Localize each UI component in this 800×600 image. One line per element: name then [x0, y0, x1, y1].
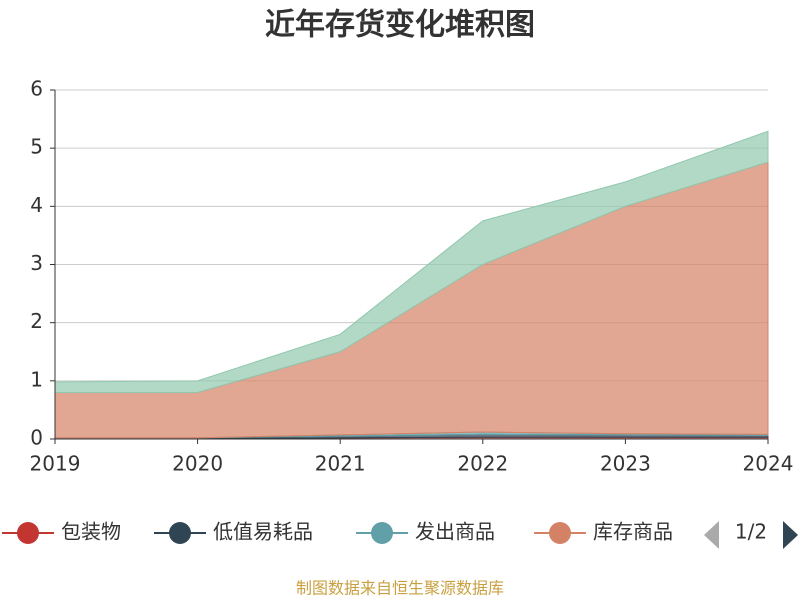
- legend-prev[interactable]: [704, 521, 719, 549]
- y-tick-label: 4: [30, 193, 43, 217]
- legend-marker: [371, 522, 393, 544]
- legend-page: 1/2: [735, 520, 767, 544]
- legend-label: 库存商品: [593, 520, 673, 544]
- y-tick-label: 3: [30, 251, 43, 275]
- legend-label: 发出商品: [415, 520, 495, 544]
- legend-label: 低值易耗品: [213, 520, 313, 544]
- area: [54, 130, 769, 393]
- x-tick-label: 2023: [600, 452, 651, 476]
- legend-marker: [169, 522, 191, 544]
- y-tick-label: 6: [30, 77, 43, 101]
- source-note: 制图数据来自恒生聚源数据库: [296, 579, 504, 598]
- y-tick-label: 0: [30, 426, 43, 450]
- legend-marker: [17, 522, 39, 544]
- y-tick-label: 5: [30, 135, 43, 159]
- plot-area: 0 1 2 3 4 5 6 2019 2020 2021 2022 2023 2024: [30, 77, 794, 476]
- x-tick-label: 2019: [30, 452, 81, 476]
- y-tick-label: 1: [30, 367, 43, 391]
- legend-marker: [549, 522, 571, 544]
- x-tick-label: 2021: [315, 452, 366, 476]
- legend-label: 包装物: [61, 520, 121, 544]
- legend-next[interactable]: [783, 521, 798, 549]
- chart-title: 近年存货变化堆积图: [265, 8, 535, 43]
- x-tick-label: 2024: [743, 452, 794, 476]
- y-tick-label: 2: [30, 309, 43, 333]
- x-tick-label: 2020: [172, 452, 223, 476]
- x-tick-label: 2022: [457, 452, 508, 476]
- legend: 包装物 低值易耗品 发出商品 库存商品: [2, 520, 673, 544]
